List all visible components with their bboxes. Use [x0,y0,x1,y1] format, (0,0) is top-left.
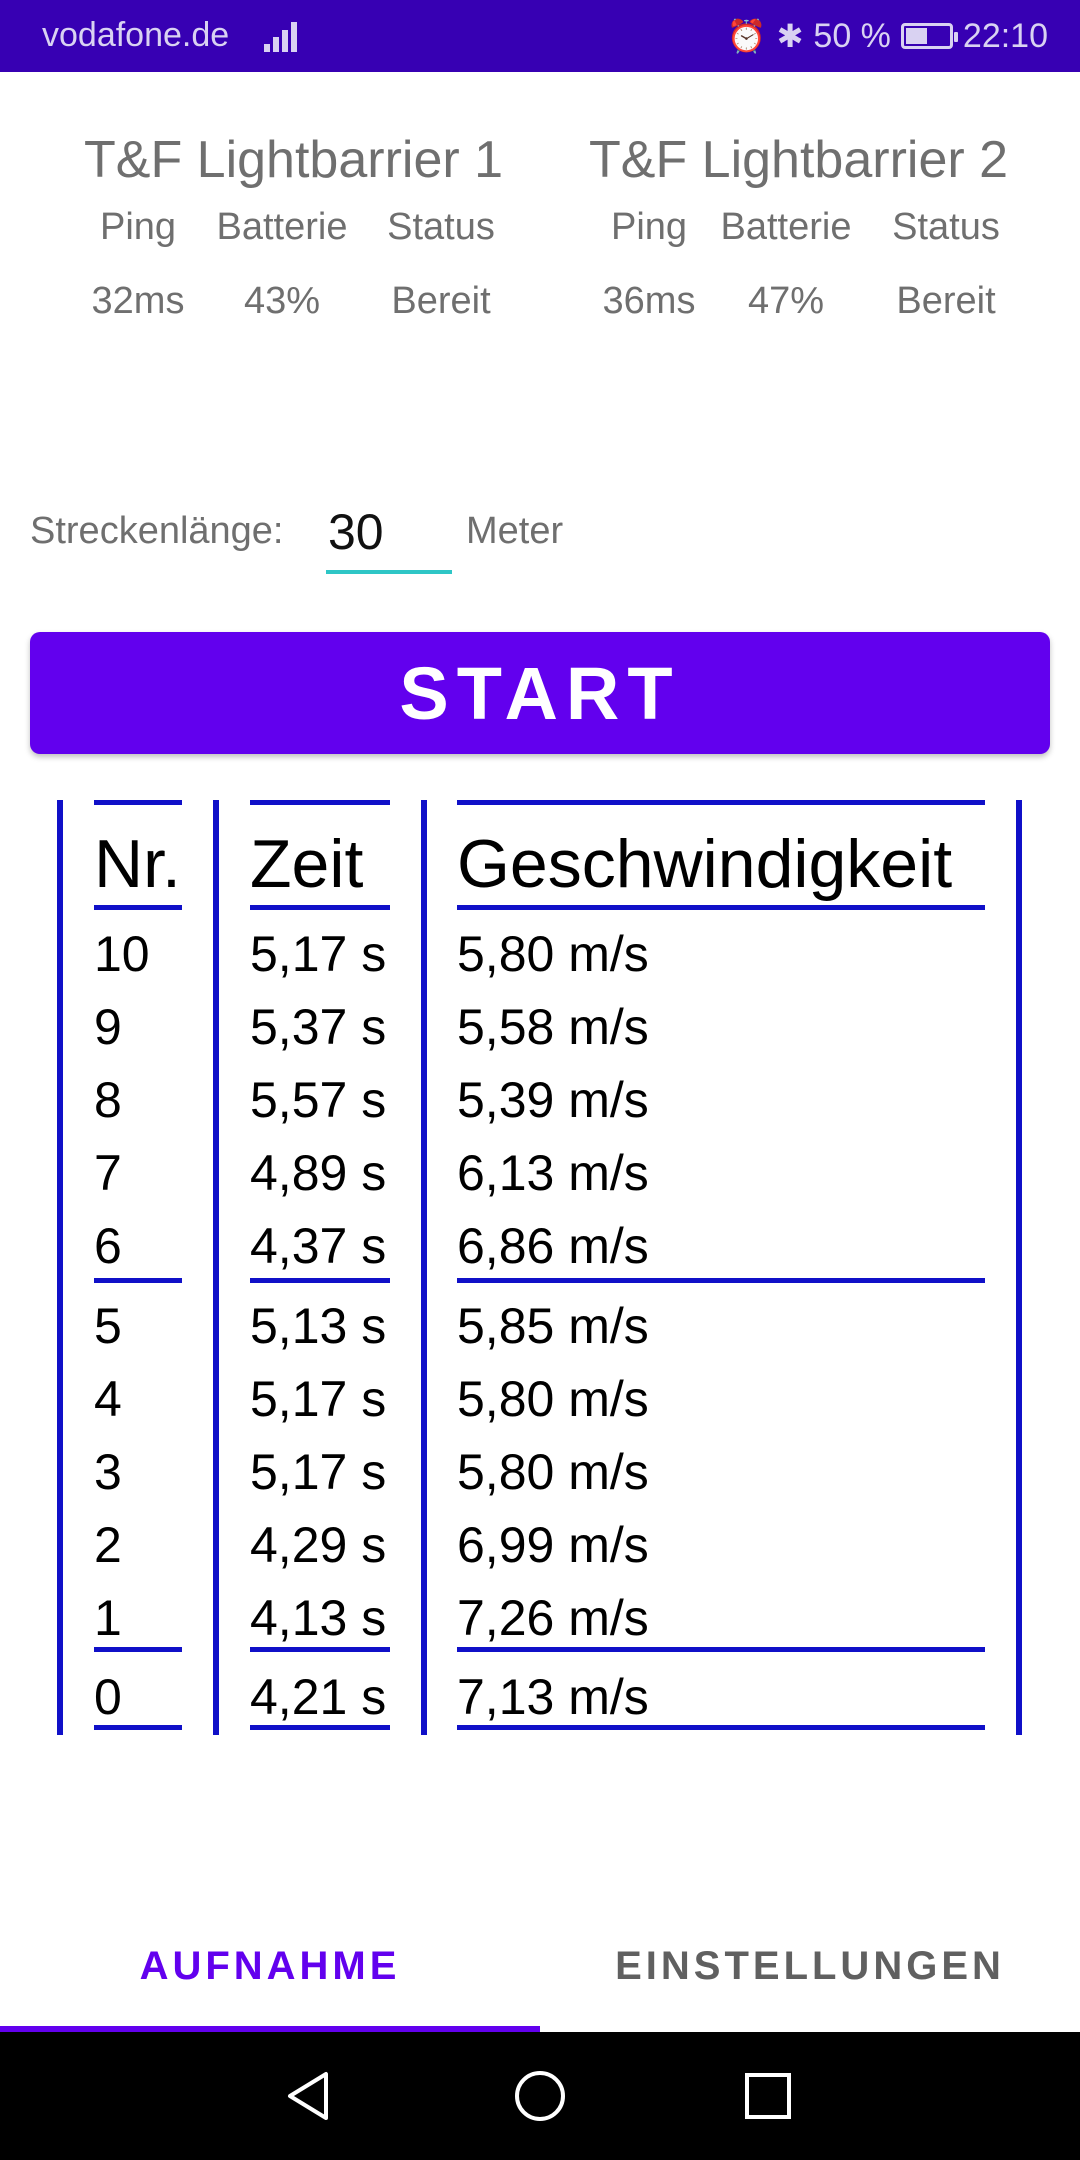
tab-indicator [0,2026,540,2032]
distance-input[interactable] [326,494,452,574]
column-divider [213,800,219,1735]
row-time: 5,17 s [250,926,387,982]
battery-percent: 50 % [813,16,891,55]
rule [457,1647,985,1652]
rule [457,905,985,910]
rule [94,905,182,910]
column-divider [421,800,427,1735]
row-time: 4,21 s [250,1669,387,1725]
row-nr: 7 [94,1145,122,1201]
row-time: 4,37 s [250,1218,387,1274]
row-time: 4,13 s [250,1590,387,1646]
row-time: 5,17 s [250,1444,387,1500]
status-label: Status [892,206,1000,248]
row-nr: 10 [94,926,150,982]
header-speed: Geschwindigkeit [457,826,953,902]
status-value: Bereit [391,280,491,322]
device-title: T&F Lightbarrier 2 [589,131,1009,189]
column-divider [57,800,63,1735]
rule [250,1278,390,1283]
back-icon[interactable] [278,2066,338,2126]
row-time: 5,17 s [250,1371,387,1427]
rule [94,1647,182,1652]
battery-label: Batterie [216,206,348,248]
results-table: Nr. Zeit Geschwindigkeit 10 5,17 s 5,80 m/… [0,800,1080,1735]
row-nr: 8 [94,1072,122,1128]
row-nr: 4 [94,1371,122,1427]
home-icon[interactable] [510,2066,570,2126]
row-speed: 6,86 m/s [457,1218,649,1274]
battery-icon [900,23,958,49]
rule [250,800,390,805]
row-speed: 7,26 m/s [457,1590,649,1646]
column-divider [1016,800,1022,1735]
rule [457,1278,985,1283]
status-value: Bereit [896,280,996,322]
ping-value: 36ms [602,280,696,322]
device-title: T&F Lightbarrier 1 [84,131,504,189]
start-button[interactable]: START [30,632,1050,754]
carrier-name: vodafone.de [42,16,230,54]
signal-icon [264,18,304,52]
battery-value: 47% [747,280,825,322]
row-speed: 6,13 m/s [457,1145,649,1201]
row-speed: 5,58 m/s [457,999,649,1055]
rule [250,1725,390,1730]
rule [250,905,390,910]
row-nr: 0 [94,1669,122,1725]
navigation-bar [0,2032,1080,2160]
ping-value: 32ms [91,280,185,322]
row-time: 5,57 s [250,1072,387,1128]
rule [94,1725,182,1730]
row-speed: 5,80 m/s [457,1371,649,1427]
row-speed: 7,13 m/s [457,1669,649,1725]
row-speed: 6,99 m/s [457,1517,649,1573]
recents-icon[interactable] [738,2066,798,2126]
row-nr: 3 [94,1444,122,1500]
row-time: 5,13 s [250,1298,387,1354]
ping-label: Ping [610,206,688,248]
rule [457,1725,985,1730]
ping-label: Ping [99,206,177,248]
battery-value: 43% [243,280,321,322]
tab-aufnahme[interactable]: AUFNAHME [139,1943,401,1988]
header-nr: Nr. [94,826,181,902]
rule [457,800,985,805]
rule [94,1278,182,1283]
row-time: 5,37 s [250,999,387,1055]
row-speed: 5,39 m/s [457,1072,649,1128]
distance-unit: Meter [466,510,564,552]
bluetooth-icon: ✱ [776,18,804,54]
row-time: 4,89 s [250,1145,387,1201]
row-nr: 9 [94,999,122,1055]
alarm-icon: ⏰ [726,18,767,54]
rule [94,800,182,805]
row-nr: 5 [94,1298,122,1354]
row-time: 4,29 s [250,1517,387,1573]
row-speed: 5,80 m/s [457,1444,649,1500]
rule [250,1647,390,1652]
tab-einstellungen[interactable]: EINSTELLUNGEN [615,1943,1005,1988]
battery-label: Batterie [720,206,852,248]
clock: 22:10 [962,16,1048,55]
row-nr: 1 [94,1590,122,1646]
row-speed: 5,80 m/s [457,926,649,982]
header-time: Zeit [250,826,364,902]
row-nr: 2 [94,1517,122,1573]
row-nr: 6 [94,1218,122,1274]
status-label: Status [387,206,495,248]
row-speed: 5,85 m/s [457,1298,649,1354]
distance-label: Streckenlänge: [30,510,284,552]
status-bar: vodafone.de ⏰ ✱ 50 % 22:10 [0,0,1080,72]
tab-bar: AUFNAHME EINSTELLUNGEN [0,1900,1080,2032]
